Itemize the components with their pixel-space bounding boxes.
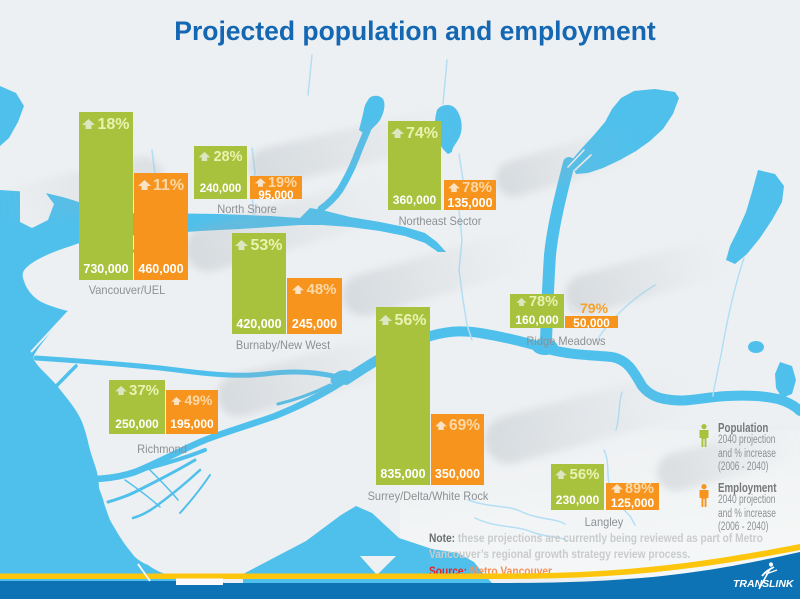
svg-text:LINK: LINK [769, 578, 795, 590]
